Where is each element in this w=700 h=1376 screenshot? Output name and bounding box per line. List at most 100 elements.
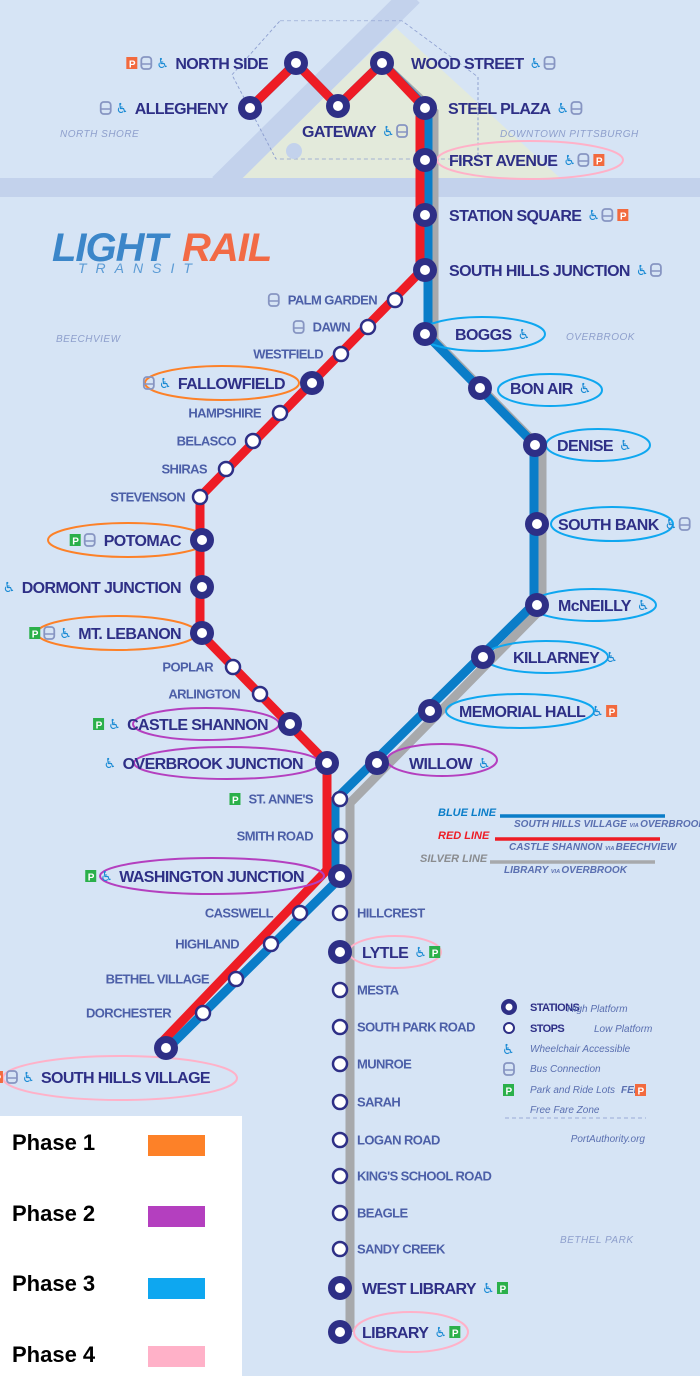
station-lytle[interactable]: LYTLE ♿ P [328, 940, 441, 964]
wheelchair-icon: ♿ [605, 650, 618, 666]
station-wood-street[interactable]: WOOD STREET ♿ [370, 51, 556, 75]
stop-marker[interactable] [191, 488, 209, 506]
station-munroe[interactable]: MUNROE [331, 1055, 413, 1073]
station-station-square[interactable]: STATION SQUARE ♿ P [413, 203, 629, 227]
station-memorial-hall[interactable]: MEMORIAL HALL ♿ P [418, 699, 618, 723]
stop-marker[interactable] [271, 404, 289, 422]
stop-marker[interactable] [194, 1004, 212, 1022]
station-washington-junction[interactable]: WASHINGTON JUNCTION P ♿ [85, 864, 352, 888]
stop-marker[interactable] [331, 1167, 349, 1185]
station-label: SOUTH HILLS VILLAGE [41, 1070, 211, 1087]
station-sandy-creek[interactable]: SANDY CREEK [331, 1240, 447, 1258]
station-killarney[interactable]: KILLARNEY ♿ [471, 645, 618, 669]
stop-marker[interactable] [331, 1131, 349, 1149]
station-hampshire[interactable]: HAMPSHIRE [188, 404, 289, 422]
stop-marker[interactable] [331, 790, 349, 808]
station-belasco[interactable]: BELASCO [177, 432, 262, 450]
stop-marker[interactable] [331, 1204, 349, 1222]
parking-icon: P [93, 718, 105, 732]
station-south-hills-junction[interactable]: SOUTH HILLS JUNCTION ♿ [413, 258, 662, 282]
stop-marker[interactable] [224, 658, 242, 676]
svg-text:P: P [620, 212, 627, 223]
stop-marker[interactable] [217, 460, 235, 478]
svg-text:♿: ♿ [637, 598, 650, 614]
svg-text:P: P [609, 708, 616, 719]
station-highland[interactable]: HIGHLAND [175, 935, 280, 953]
stop-marker[interactable] [331, 1240, 349, 1258]
station-mesta[interactable]: MESTA [331, 981, 400, 999]
station-allegheny[interactable]: ALLEGHENY ♿ [99, 96, 262, 120]
station-overbrook-junction[interactable]: OVERBROOK JUNCTION ♿ [104, 751, 339, 775]
station-south-bank[interactable]: SOUTH BANK ♿ [525, 512, 691, 536]
stop-marker[interactable] [331, 981, 349, 999]
station-gateway[interactable]: GATEWAY ♿ [302, 94, 408, 141]
station-arlington[interactable]: ARLINGTON [168, 685, 269, 703]
station-bethel-village[interactable]: BETHEL VILLAGE [106, 970, 245, 988]
station-label: CASTLE SHANNON [127, 717, 268, 734]
station-mt-lebanon[interactable]: MT. LEBANON P ♿ [29, 621, 214, 645]
stop-marker[interactable] [386, 291, 404, 309]
svg-text:P: P [32, 630, 39, 641]
stop-marker[interactable] [331, 1093, 349, 1111]
stop-marker[interactable] [331, 1055, 349, 1073]
station-st-anne-s[interactable]: ST. ANNE'S P [229, 790, 349, 808]
stop-marker[interactable] [291, 904, 309, 922]
stop-marker[interactable] [244, 432, 262, 450]
station-sarah[interactable]: SARAH [331, 1093, 401, 1111]
station-bon-air[interactable]: BON AIR ♿ [468, 376, 591, 400]
station-steel-plaza[interactable]: STEEL PLAZA ♿ [413, 96, 583, 120]
station-north-side[interactable]: NORTH SIDE P ♿ [126, 51, 308, 75]
station-westfield[interactable]: WESTFIELD [253, 345, 350, 363]
station-label: STATION SQUARE [449, 208, 582, 225]
wheelchair-icon: ♿ [518, 327, 531, 343]
station-shiras[interactable]: SHIRAS [161, 460, 235, 478]
station-palm-garden[interactable]: PALM GARDEN [267, 291, 404, 309]
station-boggs[interactable]: BOGGS ♿ [413, 322, 530, 346]
station-poplar[interactable]: POPLAR [162, 658, 242, 676]
line-legend-name: RED LINE [438, 830, 490, 842]
station-willow[interactable]: WILLOW ♿ [365, 751, 491, 775]
wheelchair-icon: ♿ [478, 756, 491, 772]
station-south-hills-village[interactable]: SOUTH HILLS VILLAGE P ♿ [0, 1036, 212, 1087]
station-stevenson[interactable]: STEVENSON [110, 488, 209, 506]
svg-text:P: P [638, 1087, 645, 1098]
station-first-avenue[interactable]: FIRST AVENUE ♿ P [413, 148, 605, 172]
legend-text: Low Platform [594, 1024, 652, 1035]
station-south-park-road[interactable]: SOUTH PARK ROAD [331, 1018, 476, 1036]
stop-marker[interactable] [331, 904, 349, 922]
stop-marker[interactable] [359, 318, 377, 336]
station-dorchester[interactable]: DORCHESTER [86, 1004, 212, 1022]
station-label: MUNROE [357, 1057, 412, 1072]
station-beagle[interactable]: BEAGLE [331, 1204, 409, 1222]
station-dawn[interactable]: DAWN [292, 318, 377, 336]
stop-marker[interactable] [227, 970, 245, 988]
station-label: FALLOWFIELD [178, 376, 285, 393]
station-west-library[interactable]: WEST LIBRARY ♿ P [328, 1276, 508, 1300]
station-mcneilly[interactable]: McNEILLY ♿ [525, 593, 649, 617]
station-logan-road[interactable]: LOGAN ROAD [331, 1131, 441, 1149]
station-fallowfield[interactable]: FALLOWFIELD ♿ [142, 371, 324, 395]
station-smith-road[interactable]: SMITH ROAD [237, 827, 349, 845]
station-castle-shannon[interactable]: CASTLE SHANNON P ♿ [93, 712, 302, 736]
stop-marker[interactable] [331, 827, 349, 845]
station-potomac[interactable]: POTOMAC P [69, 528, 214, 552]
svg-text:P: P [452, 1329, 459, 1340]
area-label: NORTH SHORE [60, 129, 139, 140]
stop-marker[interactable] [331, 1018, 349, 1036]
stop-marker[interactable] [251, 685, 269, 703]
station-denise[interactable]: DENISE ♿ [523, 433, 632, 457]
station-label: DORMONT JUNCTION [22, 580, 181, 597]
background [0, 0, 700, 197]
station-casswell[interactable]: CASSWELL [205, 904, 309, 922]
station-library[interactable]: LIBRARY ♿ P [328, 1320, 461, 1344]
stop-marker[interactable] [332, 345, 350, 363]
station-hillcrest[interactable]: HILLCREST [331, 904, 426, 922]
station-label: DORCHESTER [86, 1006, 172, 1021]
station-king-s-school-road[interactable]: KING'S SCHOOL ROAD [331, 1167, 492, 1185]
svg-text:♿: ♿ [518, 327, 531, 343]
station-label: CASSWELL [205, 906, 274, 921]
stop-marker[interactable] [262, 935, 280, 953]
svg-text:♿: ♿ [100, 869, 113, 885]
